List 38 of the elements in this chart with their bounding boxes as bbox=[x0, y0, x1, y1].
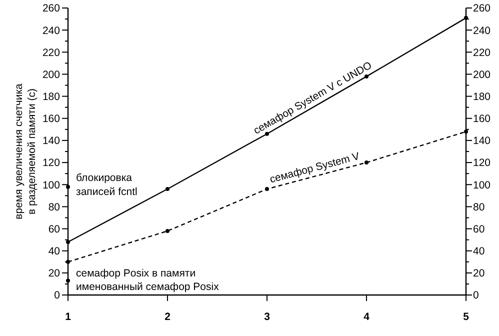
y2-tick-label: 240 bbox=[473, 24, 491, 37]
y-tick-label: 140 bbox=[42, 135, 60, 148]
y-tick-label: 60 bbox=[48, 223, 60, 236]
y-tick-label: 200 bbox=[42, 68, 60, 81]
y2-tick-label: 220 bbox=[473, 46, 491, 59]
y2-tick-label: 160 bbox=[473, 113, 491, 126]
y2-tick-label: 260 bbox=[473, 2, 491, 15]
y2-tick-label: 140 bbox=[473, 135, 491, 148]
y-tick-label: 120 bbox=[42, 157, 60, 170]
y2-tick-label: 180 bbox=[473, 90, 491, 103]
y2-tick-label: 0 bbox=[473, 290, 479, 302]
legend-label: блокировка записей fcntl bbox=[76, 172, 138, 198]
y-tick-label: 80 bbox=[48, 201, 60, 214]
x-tick-label: 4 bbox=[364, 311, 370, 323]
annotation: именованный семафор Posix bbox=[76, 281, 220, 293]
legend-label: семафор Posix в памяти bbox=[76, 268, 196, 280]
y2-tick-label: 120 bbox=[473, 157, 491, 170]
x-tick-label: 2 bbox=[164, 311, 171, 323]
y-tick-label: 180 bbox=[42, 90, 60, 103]
x-tick-label: 1 bbox=[65, 311, 72, 323]
y2-tick-label: 200 bbox=[473, 68, 491, 81]
y-tick-label: 0 bbox=[54, 290, 60, 302]
y2-tick-label: 60 bbox=[473, 223, 485, 236]
x-tick-label: 3 bbox=[264, 311, 270, 323]
y2-tick-label: 40 bbox=[473, 246, 485, 258]
y2-tick-label: 100 bbox=[473, 179, 491, 192]
y-tick-label: 160 bbox=[42, 113, 60, 126]
y-tick-label: 100 bbox=[42, 179, 60, 192]
y-tick-label: 20 bbox=[48, 268, 60, 280]
text: семафор System V bbox=[268, 150, 361, 186]
y-axis-title: время увеличения счетчика в разделяемой памяти (с) bbox=[13, 83, 38, 220]
x-tick-label: 5 bbox=[463, 311, 470, 323]
y-tick-label: 260 bbox=[42, 2, 60, 15]
y2-tick-label: 20 bbox=[473, 268, 485, 280]
y-tick-label: 40 bbox=[48, 246, 60, 258]
y-tick-label: 240 bbox=[42, 24, 60, 37]
y2-tick-label: 80 bbox=[473, 201, 485, 214]
y-tick-label: 220 bbox=[42, 46, 60, 59]
